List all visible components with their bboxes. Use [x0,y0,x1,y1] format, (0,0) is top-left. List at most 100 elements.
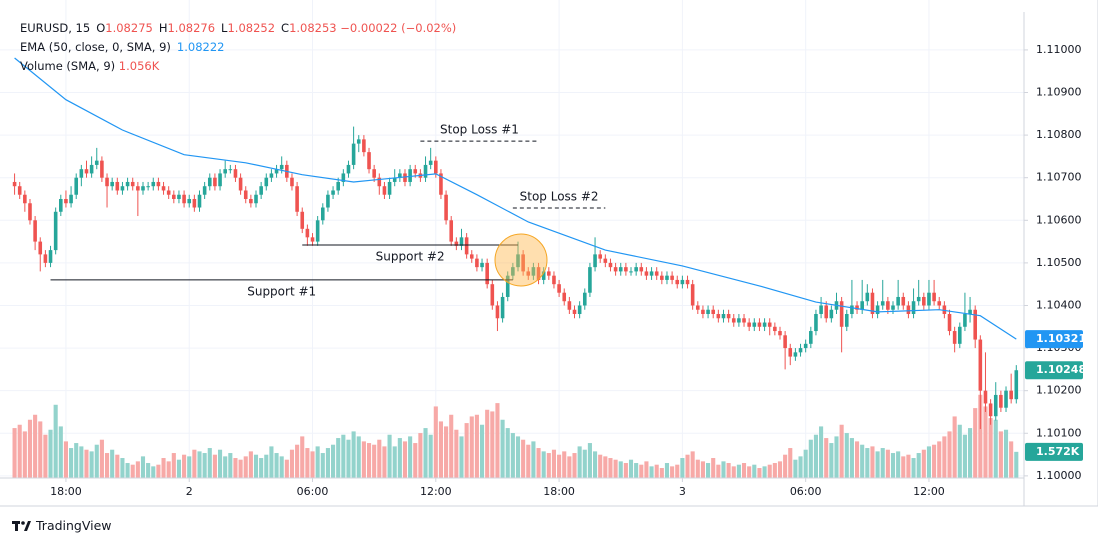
volume-bar [654,464,659,478]
volume-bar [372,444,377,478]
volume-bar [649,466,654,478]
volume-bar [146,463,151,478]
volume-bar [279,456,284,478]
volume-bar [598,454,603,478]
candle-body [223,169,227,174]
volume-bar [932,444,937,478]
candle-body [613,267,618,272]
candle-body [172,194,176,199]
annotations: Stop Loss #1 Stop Loss #2 Support #2 Suppor… [50,123,606,298]
volume-bar [33,414,38,478]
volume-bar [865,448,870,478]
volume-bar [43,434,48,478]
candle-body [310,237,315,242]
volume-bar [310,451,315,478]
last-value-box [1025,361,1083,380]
footer: TradingView [36,518,112,533]
candle-body [300,211,305,229]
volume-bar [582,449,587,478]
candle-body [721,314,726,319]
candle-body [238,177,243,191]
y-tick-label: 1.10200 [1036,384,1082,397]
volume-bar [500,419,505,478]
candle-body [320,207,325,221]
volume-bar [125,463,130,478]
annotation-label: Stop Loss #2 [520,189,599,203]
volume-bar [741,463,747,478]
volume-bar [356,436,361,478]
volume-bar [366,443,372,478]
volume-bar [253,454,259,478]
candle-body [809,331,813,344]
volume-bar [885,449,890,478]
volume-bar [351,431,356,478]
candle-body [511,267,515,276]
volume-bar [115,454,120,478]
volume-bar [505,428,510,478]
candle-body [860,301,864,310]
candle-body [891,305,895,310]
volume-bar [603,456,608,478]
candle-body [495,305,500,319]
field-value: 1.08276 [167,21,216,35]
volume-bar [490,411,495,478]
candle-body [541,271,546,280]
volume-bar [854,441,860,478]
field-key: H [158,21,168,35]
volume-bar [623,463,628,478]
volume-bar [433,406,438,478]
volume-bar [706,463,711,478]
volume-bar [469,416,474,478]
candle-body [74,177,79,195]
candle-body [973,309,977,340]
volume-bar [613,459,618,478]
volume-bar [628,459,634,478]
volume-bar [284,459,289,478]
volume-bar [346,439,351,478]
candle-body [993,394,998,417]
volume-bar [978,394,983,478]
volume-bar [1003,429,1009,478]
volume-bar [567,456,572,478]
volume-bar [736,464,741,478]
volume-bar [69,448,74,478]
volume-bar [998,431,1003,478]
volume-bar [716,464,721,478]
candle-body [814,314,818,332]
volume-bar [659,468,664,478]
annotation-label: Support #1 [247,284,316,298]
candle-body [824,305,829,319]
volume-bar [993,419,998,478]
volume-bar [788,448,793,478]
x-tick-label: 06:00 [297,485,329,498]
change: −0.00022 (−0.02%) [340,21,457,35]
volume-bar [320,453,325,478]
candle-body [249,198,253,204]
candle-body [372,169,376,178]
volume-bar [690,451,695,478]
candle-body [536,267,541,280]
volume-bar [680,458,685,478]
volume-bar [731,466,736,478]
candle-body [59,198,63,212]
y-tick-label: 1.10500 [1036,256,1082,269]
volume-bar [454,429,459,478]
candle-body [649,271,654,276]
volume-bar [777,461,783,478]
volume-bar [305,448,310,478]
candle-body [130,181,135,187]
volume-bar [12,428,17,478]
volume-bar [618,461,623,478]
candle-body [392,177,397,182]
volume-bar [48,429,53,478]
volume-bar [983,406,988,478]
candle-body [156,181,161,187]
volume-bar [793,459,798,478]
volume-bar [418,433,423,478]
candle-body [932,292,936,302]
candle-body [315,220,320,242]
volume-bar [860,444,865,478]
volume-bar [182,454,187,478]
candle-body [665,275,669,280]
volume-bar [916,453,921,478]
